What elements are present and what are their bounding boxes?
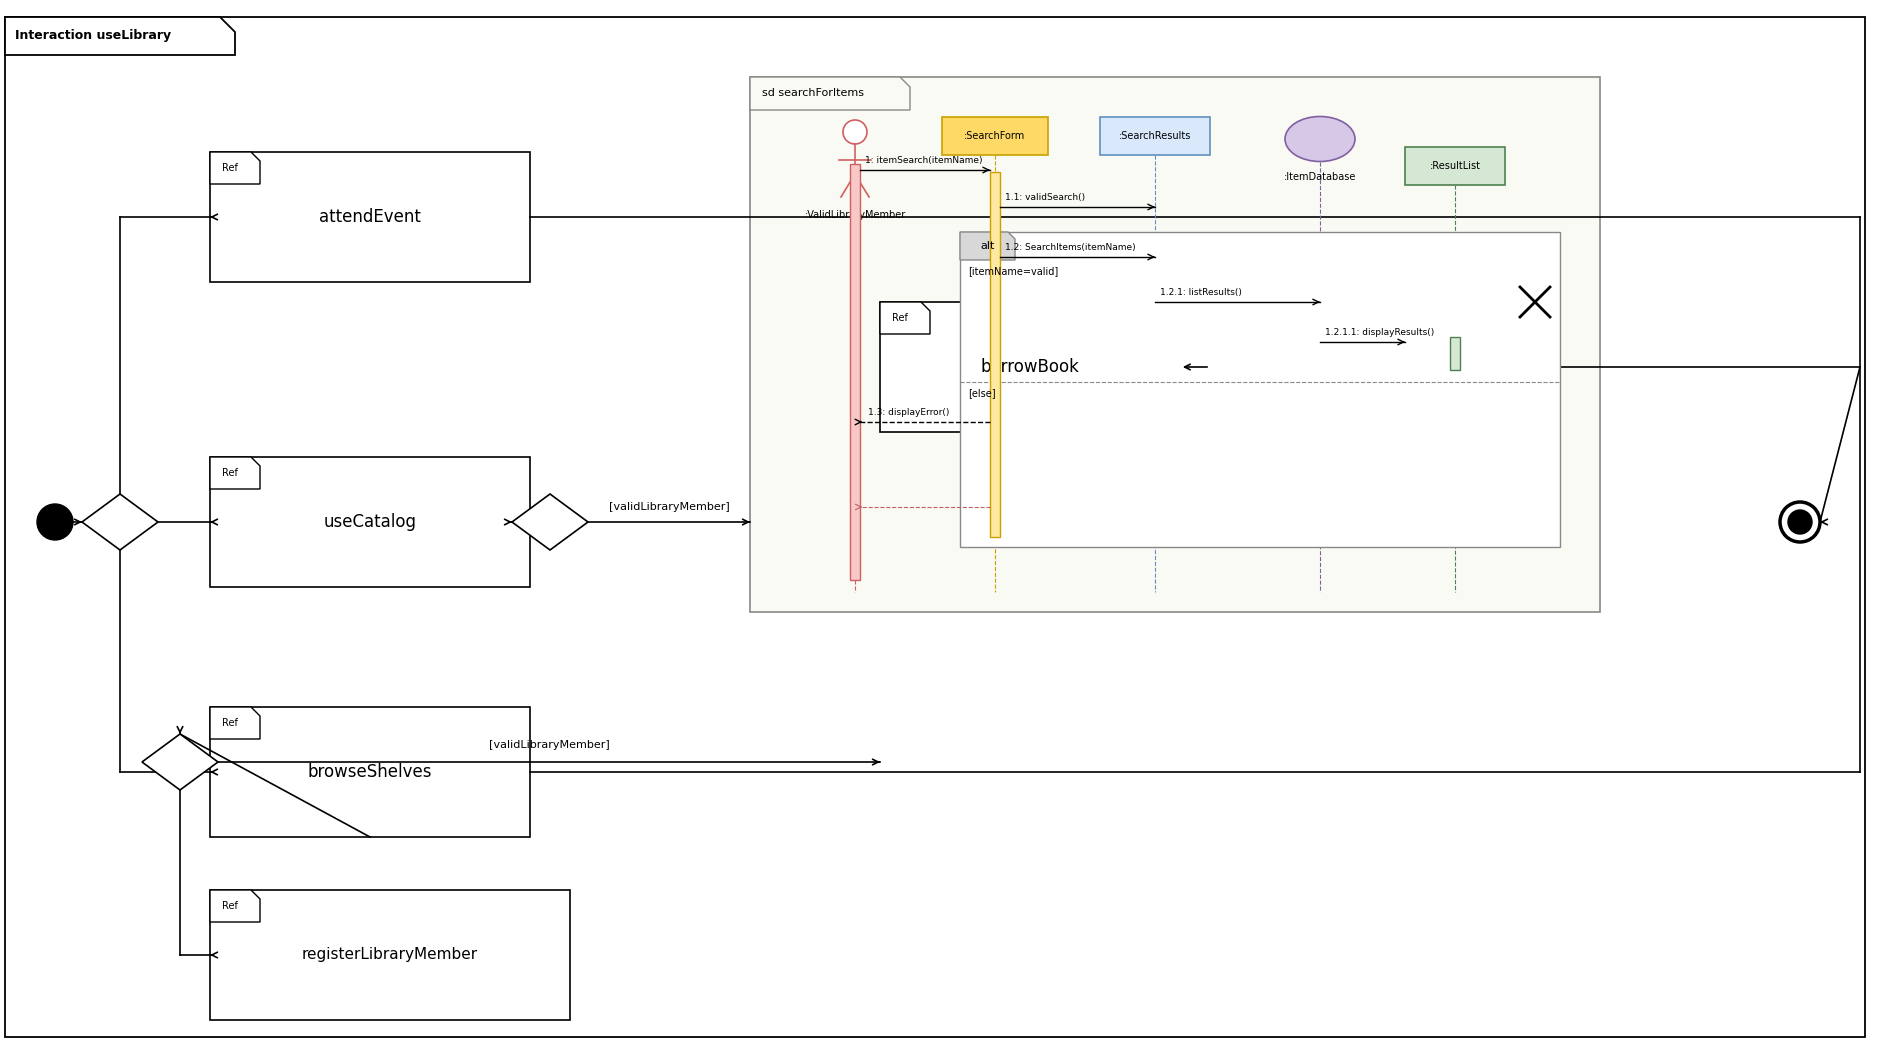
Text: Interaction useLibrary: Interaction useLibrary — [15, 29, 171, 43]
Text: useCatalog: useCatalog — [324, 513, 416, 531]
Text: [itemName=valid]: [itemName=valid] — [967, 266, 1058, 276]
FancyBboxPatch shape — [960, 232, 1560, 547]
Polygon shape — [960, 232, 1014, 260]
Text: :ItemDatabase: :ItemDatabase — [1284, 172, 1357, 181]
Text: 1.2.1: listResults(): 1.2.1: listResults() — [1159, 288, 1242, 297]
FancyBboxPatch shape — [211, 890, 570, 1020]
FancyBboxPatch shape — [1099, 117, 1210, 155]
Text: 1.2: SearchItems(itemName): 1.2: SearchItems(itemName) — [1005, 243, 1135, 252]
FancyBboxPatch shape — [6, 17, 1865, 1037]
Text: borrowBook: borrowBook — [981, 358, 1080, 376]
Text: [validLibraryMember]: [validLibraryMember] — [489, 740, 610, 750]
Polygon shape — [141, 734, 218, 790]
FancyBboxPatch shape — [881, 302, 1180, 432]
Text: :SearchResults: :SearchResults — [1118, 131, 1191, 141]
Ellipse shape — [1285, 117, 1355, 162]
Circle shape — [843, 120, 868, 144]
Polygon shape — [211, 708, 260, 739]
FancyBboxPatch shape — [211, 457, 531, 587]
Polygon shape — [211, 457, 260, 489]
Circle shape — [38, 504, 73, 540]
FancyBboxPatch shape — [990, 172, 999, 537]
Polygon shape — [211, 890, 260, 922]
Text: :ResultList: :ResultList — [1430, 162, 1481, 171]
Text: sd searchForItems: sd searchForItems — [762, 89, 864, 99]
Text: 1.2.1.1: displayResults(): 1.2.1.1: displayResults() — [1325, 328, 1434, 337]
Text: [validLibraryMember]: [validLibraryMember] — [608, 502, 730, 512]
Text: 1.1: validSearch(): 1.1: validSearch() — [1005, 193, 1086, 202]
Text: browseShelves: browseShelves — [309, 763, 433, 782]
Text: registerLibraryMember: registerLibraryMember — [301, 947, 478, 963]
Text: [else]: [else] — [967, 388, 996, 398]
Text: attendEvent: attendEvent — [320, 208, 422, 226]
Polygon shape — [881, 302, 930, 334]
Text: :ValidLibraryMember: :ValidLibraryMember — [804, 210, 905, 220]
FancyBboxPatch shape — [851, 164, 860, 580]
FancyBboxPatch shape — [1449, 337, 1460, 370]
FancyBboxPatch shape — [211, 708, 531, 837]
Text: Ref: Ref — [892, 313, 907, 323]
Polygon shape — [6, 17, 235, 55]
Text: :SearchForm: :SearchForm — [964, 131, 1026, 141]
Polygon shape — [512, 494, 587, 550]
FancyBboxPatch shape — [211, 152, 531, 282]
Text: 1.3: displayError(): 1.3: displayError() — [868, 408, 949, 417]
FancyBboxPatch shape — [751, 77, 1600, 612]
FancyBboxPatch shape — [943, 117, 1048, 155]
Text: 1: itemSearch(itemName): 1: itemSearch(itemName) — [866, 156, 982, 165]
Text: alt: alt — [981, 241, 996, 251]
Text: Ref: Ref — [222, 468, 237, 478]
Polygon shape — [211, 152, 260, 184]
Circle shape — [1788, 510, 1812, 534]
Text: Ref: Ref — [222, 163, 237, 173]
Polygon shape — [83, 494, 158, 550]
FancyBboxPatch shape — [1406, 147, 1506, 185]
Text: Ref: Ref — [222, 718, 237, 728]
Polygon shape — [751, 77, 911, 110]
Text: Ref: Ref — [222, 901, 237, 911]
